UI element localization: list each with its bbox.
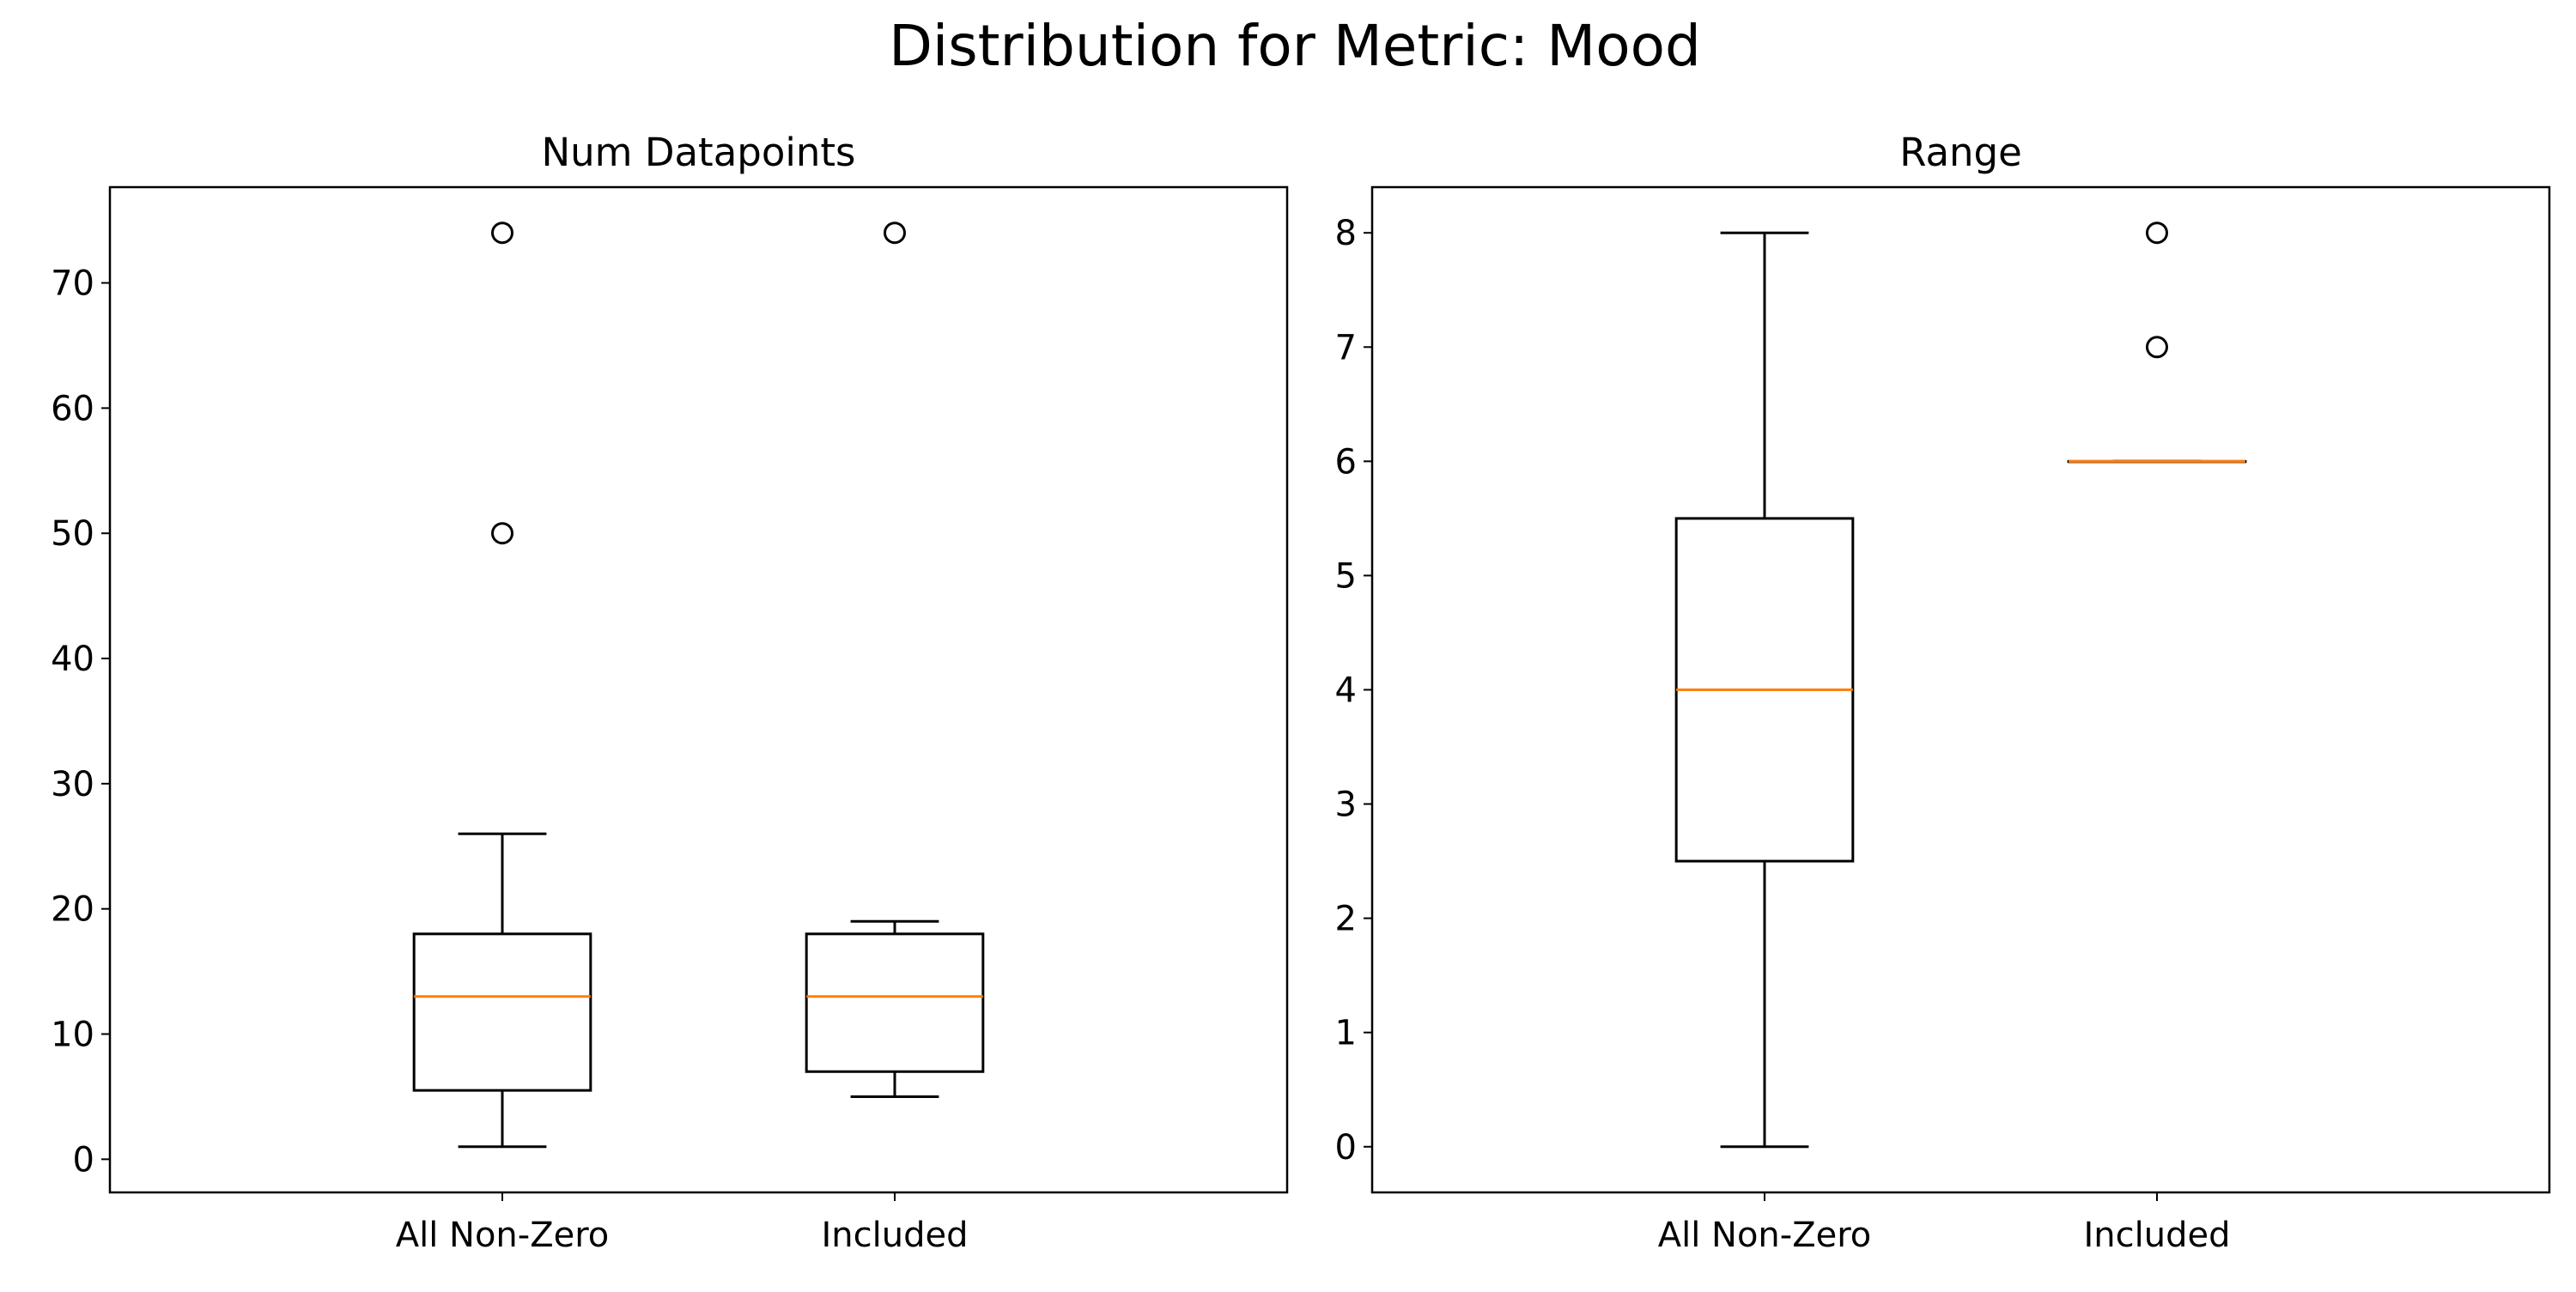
panel-2: Range 0 1 2 3 4 5 6 7 8 All Non-Zero Included [1335, 130, 2551, 1255]
y-tick-label: 30 [51, 765, 94, 804]
y-tick-label: 70 [51, 264, 94, 304]
outlier-point [2146, 221, 2168, 245]
y-tick-label: 6 [1335, 442, 1357, 482]
outlier-point [491, 522, 513, 545]
box-2 [2067, 221, 2247, 464]
y-tick-label: 0 [1335, 1128, 1357, 1168]
y-tick-label: 1 [1335, 1014, 1357, 1053]
y-tick-label: 4 [1335, 671, 1357, 711]
panel-1: Num Datapoints 0 10 20 30 40 50 60 70 All Non-Zer… [51, 130, 1289, 1255]
panel-title: Range [1899, 130, 2022, 175]
box-2 [805, 221, 985, 1098]
y-tick-label: 8 [1335, 214, 1357, 253]
outlier-point [884, 221, 906, 245]
y-tick-label: 50 [51, 514, 94, 554]
y-tick-label: 10 [51, 1016, 94, 1055]
y-tick-label: 3 [1335, 786, 1357, 825]
y-tick-label: 2 [1335, 900, 1357, 939]
box-1 [412, 221, 592, 1149]
box-iqr [412, 932, 592, 1092]
y-tick-label: 40 [51, 640, 94, 679]
y-tick-label: 7 [1335, 328, 1357, 367]
y-tick-label: 5 [1335, 556, 1357, 596]
outlier-point [2146, 336, 2168, 359]
x-tick-label: Included [822, 1216, 969, 1255]
y-tick-label: 0 [73, 1140, 94, 1180]
x-tick-label: All Non-Zero [1658, 1216, 1872, 1255]
axes-frame [1370, 185, 2551, 1194]
y-tick-label: 60 [51, 389, 94, 428]
axes-frame [108, 185, 1289, 1194]
box-1 [1674, 231, 1855, 1149]
x-tick-label: All Non-Zero [396, 1216, 610, 1255]
outlier-point [491, 221, 513, 245]
y-tick-label: 20 [51, 890, 94, 930]
x-tick-label: Included [2084, 1216, 2231, 1255]
figure-title: Distribution for Metric: Mood [889, 13, 1701, 79]
panel-title: Num Datapoints [542, 130, 856, 175]
box-iqr [805, 932, 985, 1073]
